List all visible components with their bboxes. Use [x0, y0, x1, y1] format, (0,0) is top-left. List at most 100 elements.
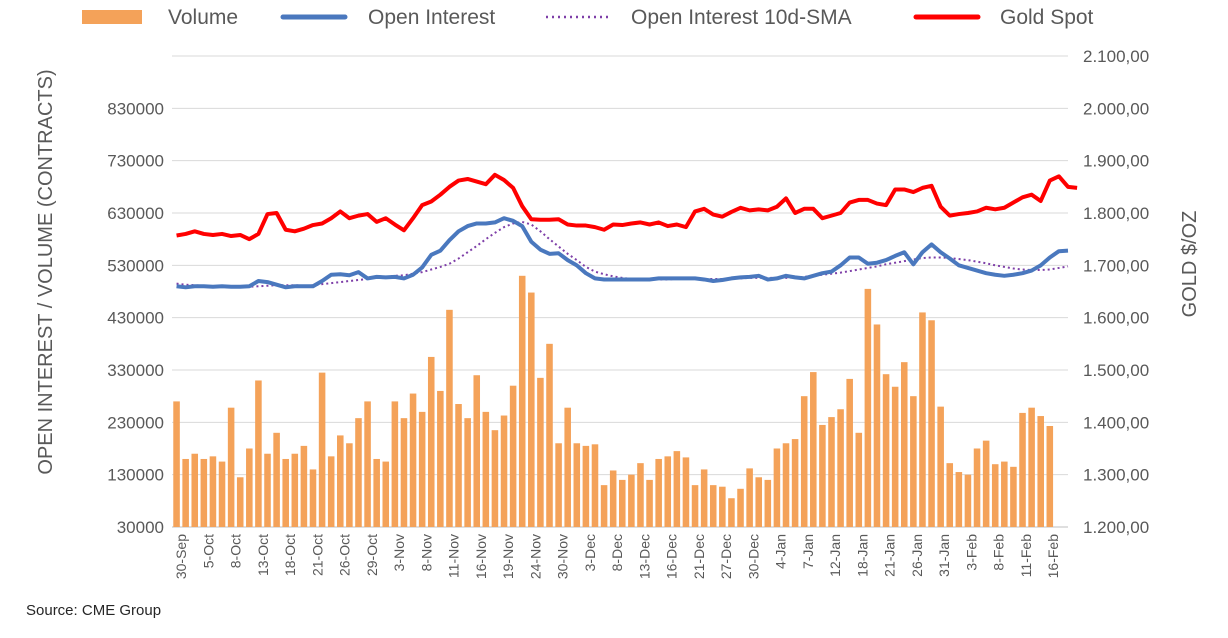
volume-bar: [855, 432, 863, 527]
volume-bar: [791, 439, 799, 527]
x-tick-label: 11-Feb: [1018, 534, 1034, 578]
x-axis: 30-Sep 5-Oct 8-Oct 13-Oct 18-Oct 21-Oct 26-Oct…: [173, 534, 1061, 579]
volume-bar: [1037, 416, 1044, 527]
volume-bar: [309, 469, 317, 527]
legend-label: Volume: [168, 6, 238, 29]
x-tick-label: 19-Nov: [500, 534, 516, 579]
volume-bar: [773, 448, 781, 527]
volume-bar: [810, 372, 817, 527]
volume-bar: [582, 445, 590, 527]
volume-bar: [919, 312, 926, 527]
volume-bar: [518, 275, 526, 527]
x-tick-label: 26-Jan: [909, 534, 925, 577]
legend: Volume Open Interest Open Interest 10d-SMA…: [82, 6, 1094, 29]
volume-bar: [846, 378, 853, 527]
volume-bar: [682, 457, 690, 527]
volume-bar: [227, 407, 235, 527]
x-tick-label: 4-Jan: [773, 534, 789, 569]
volume-bar: [409, 393, 417, 527]
right-tick-label: 1.700,00: [1083, 256, 1149, 275]
x-tick-label: 11-Nov: [446, 534, 462, 578]
volume-bar: [391, 401, 399, 527]
volume-bar: [946, 463, 954, 527]
legend-label: Gold Spot: [1000, 6, 1094, 29]
volume-bar: [182, 458, 189, 527]
x-tick-label: 30-Nov: [555, 534, 571, 579]
volume-bar: [273, 432, 280, 527]
volume-bar: [473, 375, 481, 527]
volume-bar: [555, 443, 562, 527]
x-tick-label: 8-Feb: [991, 534, 1007, 571]
volume-bar: [864, 288, 872, 527]
volume-bar: [664, 456, 672, 527]
volume-bar: [355, 418, 362, 527]
left-tick-label: 430000: [107, 309, 164, 328]
volume-bar: [209, 456, 217, 527]
x-tick-label: 21-Dec: [691, 534, 707, 579]
left-axis: 30000 130000 230000 330000 430000 530000 63000…: [107, 99, 164, 537]
volume-bar: [600, 485, 608, 527]
volume-bar: [491, 430, 499, 527]
volume-bar: [173, 401, 180, 527]
left-tick-label: 30000: [117, 518, 164, 537]
right-tick-label: 1.800,00: [1083, 204, 1149, 223]
volume-bar: [482, 411, 490, 527]
right-axis-title: GOLD $/OZ: [1179, 211, 1201, 318]
volume-bar: [955, 472, 963, 527]
right-tick-label: 1.500,00: [1083, 361, 1149, 380]
left-tick-label: 230000: [107, 413, 164, 432]
volume-bar: [637, 463, 644, 527]
volume-bar: [737, 488, 744, 527]
x-tick-label: 5-Oct: [200, 534, 216, 568]
volume-bar: [246, 448, 253, 527]
volume-bar: [418, 411, 426, 527]
x-tick-label: 18-Jan: [854, 534, 870, 577]
volume-bar: [327, 456, 335, 527]
gold-spot-line: [176, 172, 1078, 242]
volume-bar: [464, 418, 471, 527]
right-axis: 1.200,00 1.300,00 1.400,00 1.500,00 1.600,00…: [1083, 47, 1149, 537]
x-tick-label: 8-Dec: [609, 534, 625, 571]
volume-bar: [609, 470, 617, 527]
volume-bar: [564, 407, 571, 527]
volume-bar: [982, 440, 990, 527]
x-tick-label: 3-Dec: [582, 534, 598, 571]
right-tick-label: 1.300,00: [1083, 466, 1149, 485]
volume-bar: [673, 451, 681, 527]
volume-bar: [964, 474, 972, 527]
volume-bar: [700, 469, 708, 527]
right-tick-label: 2.100,00: [1083, 47, 1149, 66]
volume-bar: [373, 458, 380, 527]
volume-bar: [1046, 426, 1054, 527]
line-series: [176, 172, 1078, 290]
x-tick-label: 29-Oct: [364, 534, 380, 576]
volume-bar: [755, 477, 762, 527]
x-tick-label: 24-Nov: [527, 534, 543, 579]
open-interest-sma-line: [176, 220, 1069, 288]
volume-bar: [646, 479, 653, 527]
volume-bar: [691, 485, 699, 527]
volume-bar: [900, 362, 908, 527]
volume-bar: [437, 390, 444, 527]
volume-bar: [537, 377, 544, 527]
volume-bar: [218, 461, 226, 527]
volume-bar: [655, 458, 662, 527]
volume-bar: [728, 498, 735, 527]
x-tick-label: 3-Nov: [391, 534, 407, 571]
volume-bar: [291, 453, 299, 527]
volume-bar: [764, 479, 772, 527]
volume-bar: [991, 464, 999, 527]
volume-bar: [400, 418, 408, 527]
volume-bar: [882, 374, 890, 527]
left-tick-label: 830000: [107, 99, 164, 118]
x-tick-label: 3-Feb: [963, 534, 979, 571]
legend-label: Open Interest 10d-SMA: [631, 6, 852, 29]
left-tick-label: 630000: [107, 204, 164, 223]
volume-bar: [255, 380, 262, 527]
x-tick-label: 21-Oct: [309, 534, 325, 576]
left-axis-title: OPEN INTEREST / VOLUME (CONTRACTS): [35, 69, 57, 474]
right-tick-label: 1.900,00: [1083, 152, 1149, 171]
x-tick-label: 30-Dec: [745, 534, 761, 579]
right-tick-label: 1.200,00: [1083, 518, 1149, 537]
volume-bar: [746, 468, 753, 527]
